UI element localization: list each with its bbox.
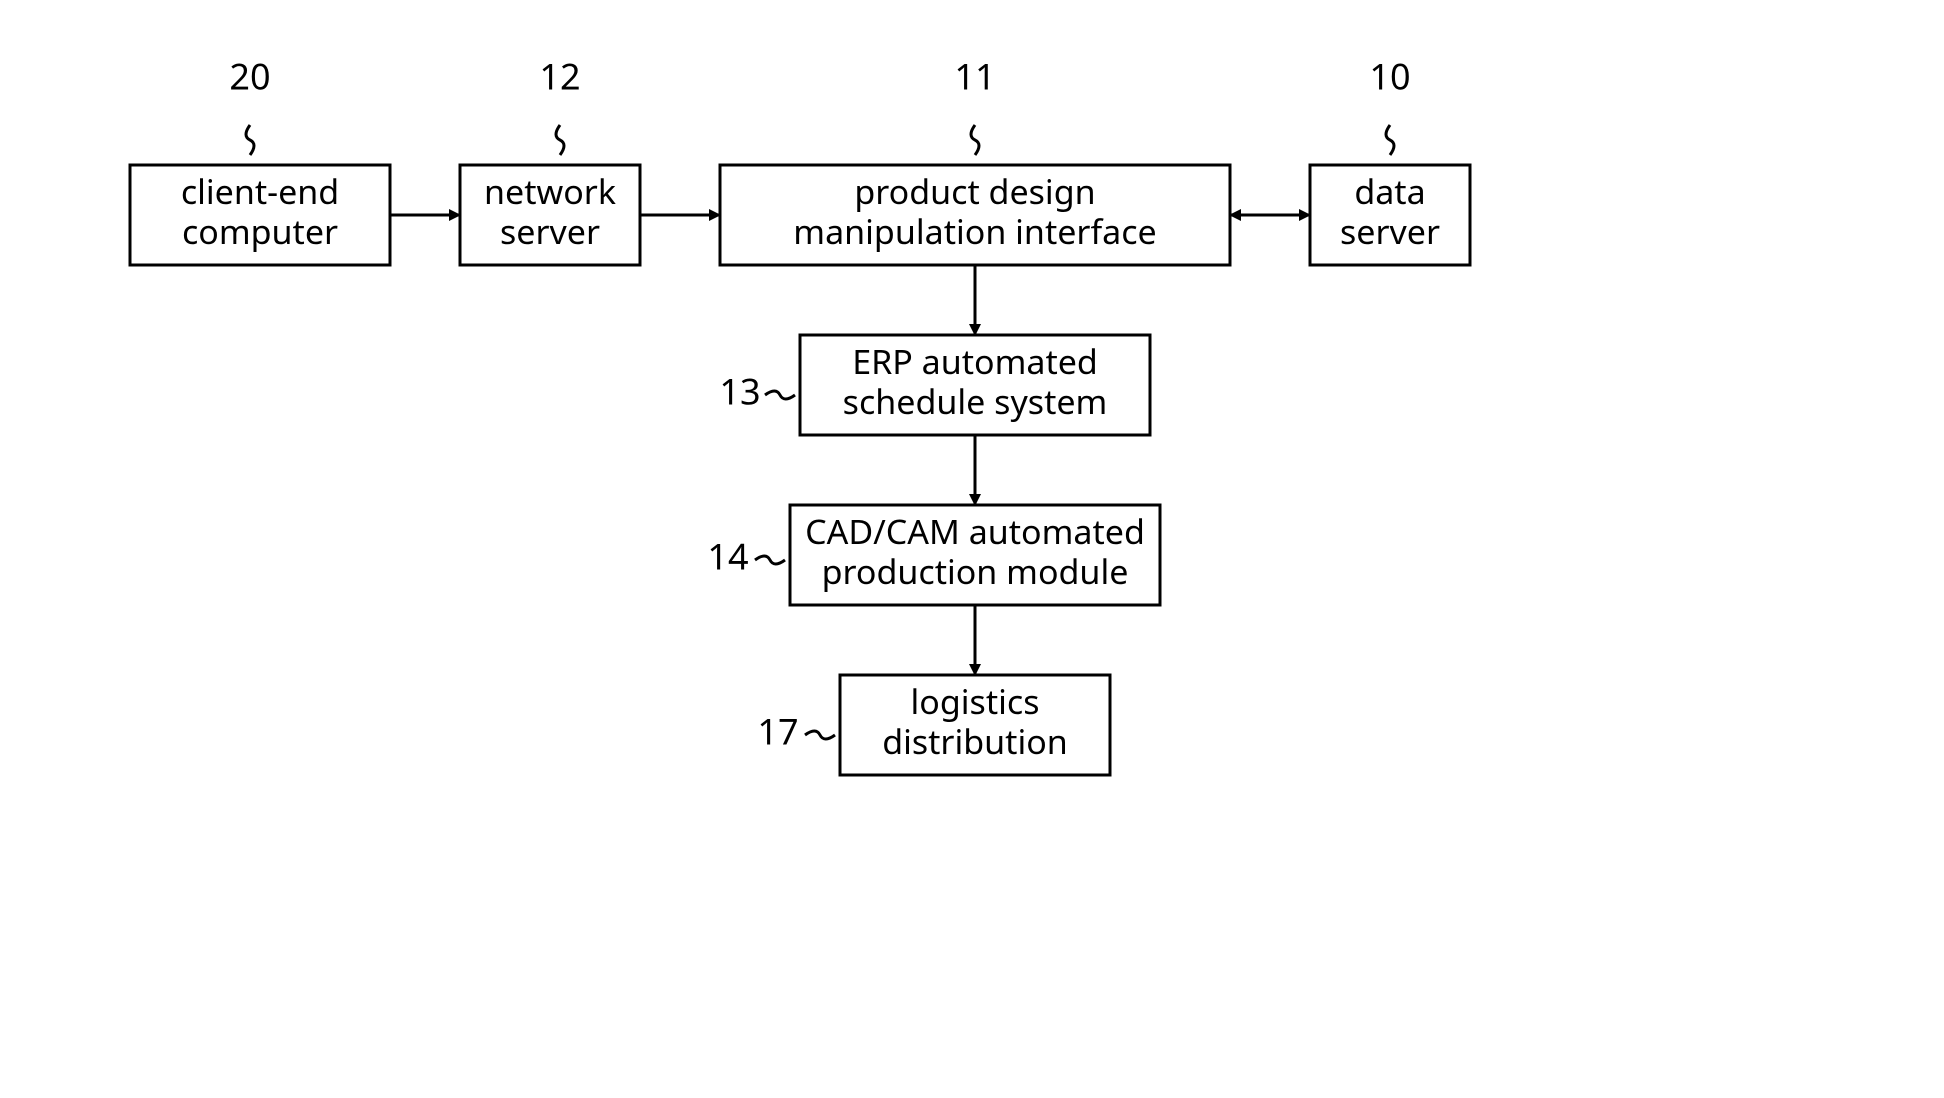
node-n13: ERP automatedschedule system13 [719,335,1150,435]
node-n20-ref: 20 [229,52,270,101]
node-n13-lead-line [765,391,795,399]
flowchart-canvas: client-endcomputer20networkserver12produ… [0,0,1944,1098]
node-n10-ref: 10 [1369,52,1410,101]
node-n11-lead-line [971,125,979,155]
node-n12-ref: 12 [539,52,580,101]
node-n20-lead-line [246,125,254,155]
node-n14-lead-line [755,556,785,564]
node-n20-label-line-1: computer [182,208,338,254]
node-n14-ref: 14 [707,532,748,581]
node-n17-lead-line [805,731,835,739]
node-n10-label-line-1: server [1340,208,1440,254]
node-n12-lead-line [556,125,564,155]
node-n11-label-line-1: manipulation interface [793,208,1156,254]
node-n12: networkserver12 [460,52,640,265]
node-n14: CAD/CAM automatedproduction module14 [707,505,1160,605]
node-n20: client-endcomputer20 [130,52,390,265]
node-n12-label-line-1: server [500,208,600,254]
node-n10: dataserver10 [1310,52,1470,265]
node-n14-label-line-1: production module [822,548,1129,594]
node-n11-ref: 11 [954,52,995,101]
node-n13-ref: 13 [719,367,760,416]
node-n17-ref: 17 [757,707,798,756]
node-n13-label-line-1: schedule system [843,378,1108,424]
node-n10-lead-line [1386,125,1394,155]
node-n11: product designmanipulation interface11 [720,52,1230,265]
node-n17: logisticsdistribution17 [757,675,1110,775]
node-n17-label-line-1: distribution [882,718,1068,764]
